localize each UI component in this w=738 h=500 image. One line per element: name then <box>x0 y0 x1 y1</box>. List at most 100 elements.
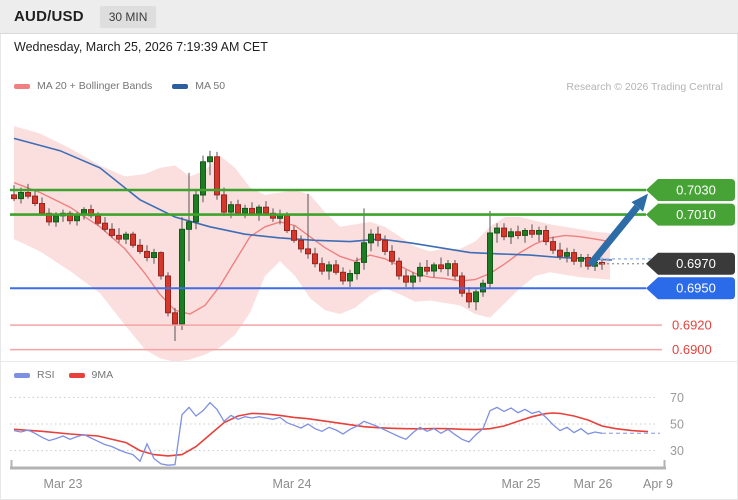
chart-header: AUD/USD 30 MIN <box>0 0 738 34</box>
candle <box>424 266 430 272</box>
candle <box>186 221 192 230</box>
candle <box>333 264 339 273</box>
candle <box>25 192 31 197</box>
candle <box>214 156 220 196</box>
minor-level-label-0.6900: 0.6900 <box>672 342 712 357</box>
candle <box>340 271 346 282</box>
candle <box>319 263 325 272</box>
candle <box>18 192 24 200</box>
candle <box>368 233 374 244</box>
rsi-swatch <box>14 372 30 378</box>
candle <box>445 263 451 270</box>
candle <box>410 275 416 283</box>
ma50-line <box>13 137 613 261</box>
candle <box>354 262 360 275</box>
x-axis-label-Mar-23: Mar 23 <box>44 477 83 491</box>
rsi-grid-label-30: 30 <box>670 444 684 458</box>
price-tag-text-0.6970: 0.6970 <box>676 256 716 271</box>
candle <box>242 207 248 214</box>
candle <box>221 194 227 213</box>
candle <box>228 204 234 213</box>
candle <box>298 239 304 250</box>
candle <box>165 275 171 314</box>
price-tag-0.7010 <box>646 203 735 226</box>
candle <box>151 252 157 259</box>
candle <box>95 215 101 224</box>
candle <box>403 275 409 283</box>
candle <box>53 215 59 223</box>
candle <box>529 230 535 235</box>
price-tag-text-0.6950: 0.6950 <box>676 281 716 296</box>
candle <box>284 214 290 232</box>
candle <box>263 206 269 214</box>
candle <box>487 232 493 284</box>
candle <box>158 252 164 277</box>
candle <box>375 233 381 241</box>
candle <box>39 203 45 214</box>
x-axis-label-Apr-9: Apr 9 <box>643 477 673 491</box>
price-tag-0.7030 <box>646 179 735 201</box>
price-tag-0.6950 <box>646 277 735 300</box>
candle <box>438 264 444 270</box>
candle <box>326 264 332 272</box>
ma20-line <box>13 181 611 315</box>
candle <box>109 228 115 236</box>
candle <box>179 228 185 325</box>
price-panel-legend: MA 20 + Bollinger Bands MA 50 <box>14 80 225 92</box>
candle <box>172 312 178 325</box>
candle <box>557 249 563 257</box>
candle <box>347 273 353 282</box>
candle <box>389 250 395 262</box>
rsi-label: RSI <box>37 369 55 381</box>
minor-level-label-0.6920: 0.6920 <box>672 318 712 333</box>
candle <box>144 250 150 258</box>
candle <box>123 233 129 240</box>
rsi-line <box>13 401 603 466</box>
last-price-tag <box>646 252 735 275</box>
candle <box>382 239 388 252</box>
candle <box>32 195 38 205</box>
candles-group <box>11 150 605 341</box>
candle <box>473 291 479 303</box>
candle <box>452 263 458 277</box>
chart-timestamp: Wednesday, March 25, 2026 7:19:39 AM CET <box>14 40 268 54</box>
candle <box>361 242 367 263</box>
x-axis-label-Mar-24: Mar 24 <box>273 477 312 491</box>
research-credit: Research © 2026 Trading Central <box>566 81 723 93</box>
candle <box>536 230 542 235</box>
legend-item-9ma: 9MA <box>68 369 113 381</box>
rsi-grid-label-50: 50 <box>670 418 684 432</box>
rsi-grid-label-70: 70 <box>670 391 684 405</box>
candle <box>578 257 584 262</box>
candle <box>11 194 17 200</box>
x-axis-label-Mar-26: Mar 26 <box>574 477 613 491</box>
legend-item-ma20-bb: MA 20 + Bollinger Bands <box>14 80 152 92</box>
ma9-swatch <box>68 372 85 378</box>
candle <box>256 206 262 214</box>
candle <box>466 292 472 303</box>
candle <box>396 260 402 277</box>
price-tag-text-0.7030: 0.7030 <box>676 183 716 198</box>
timeframe-badge: 30 MIN <box>99 5 157 28</box>
candle <box>137 244 143 252</box>
ma50-swatch <box>172 83 189 89</box>
candle <box>508 231 514 238</box>
candle <box>193 194 199 223</box>
x-axis-label-Mar-25: Mar 25 <box>502 477 541 491</box>
candle <box>417 266 423 277</box>
bollinger-band-area <box>14 126 610 362</box>
candle <box>431 264 437 272</box>
candle <box>249 207 255 214</box>
candle <box>550 241 556 251</box>
trend-arrow-shaft <box>587 204 640 268</box>
candle <box>571 252 577 262</box>
candle <box>200 161 206 196</box>
candle <box>102 222 108 230</box>
legend-item-rsi: RSI <box>14 369 55 381</box>
candle <box>312 253 318 265</box>
candle <box>522 230 528 236</box>
rsi-ma9-line <box>13 412 649 457</box>
candle <box>116 234 122 240</box>
